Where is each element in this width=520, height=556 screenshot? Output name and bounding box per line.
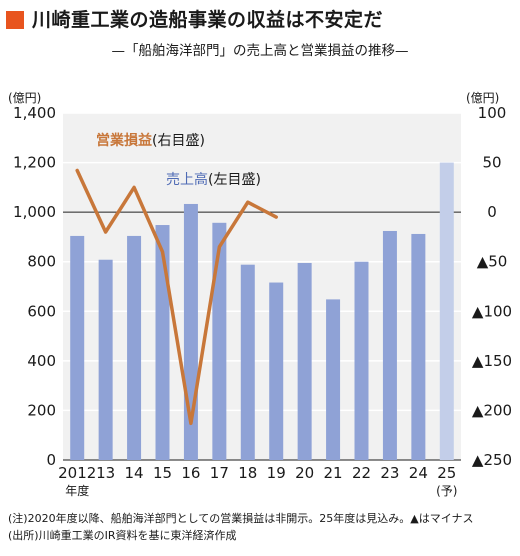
bar-19 (269, 282, 284, 460)
bar-24 (411, 233, 426, 460)
left-axis-unit: (億円) (8, 91, 41, 105)
left-tick-label: 400 (27, 352, 56, 370)
x-tick-label: 20 (295, 464, 314, 482)
legend-profit: 営業損益(右目盛) (96, 132, 205, 149)
chart-subtitle: —「船舶海洋部門」の売上高と営業損益の推移— (111, 43, 409, 59)
right-tick-label: ▲250 (472, 451, 512, 469)
right-tick-label: 0 (487, 203, 497, 221)
right-axis-unit: (億円) (466, 91, 499, 105)
left-tick-label: 0 (46, 451, 56, 469)
left-tick-label: 1,200 (13, 154, 56, 172)
x-tick-label: 16 (181, 464, 200, 482)
left-tick-label: 200 (27, 401, 56, 419)
right-tick-label: ▲150 (472, 352, 512, 370)
right-tick-label: ▲50 (477, 253, 508, 271)
legend-profit-axis: (右目盛) (152, 133, 205, 149)
left-tick-label: 600 (27, 302, 56, 320)
bar-13 (98, 259, 113, 460)
legend-sales-name: 売上高 (166, 171, 208, 188)
bar-14 (127, 235, 142, 460)
left-tick-label: 1,400 (13, 104, 56, 122)
legend-sales-axis: (左目盛) (208, 172, 261, 188)
profit-line (75, 168, 278, 426)
right-tick-label: 50 (482, 154, 501, 172)
right-tick-label: ▲200 (472, 401, 512, 419)
x-tick-label: 15 (153, 464, 172, 482)
x-tick-sublabel: 年度 (65, 483, 89, 498)
x-tick-label: 22 (352, 464, 371, 482)
x-tick-label: 18 (238, 464, 257, 482)
x-tick-label: 21 (324, 464, 343, 482)
bar-21 (326, 299, 341, 460)
plot-background (63, 113, 461, 460)
bar-15 (155, 225, 170, 460)
bar-20 (297, 262, 312, 460)
title-marker (6, 11, 24, 29)
x-tick-label: 2012 (58, 464, 96, 482)
x-tick-label: 17 (210, 464, 229, 482)
left-tick-label: 1,000 (13, 203, 56, 221)
legend-profit-name: 営業損益 (96, 132, 152, 149)
chart-area: 0 200 400 600 800 1,000 1,200 1,400 100 50 0 ▲50 ▲1… (8, 91, 512, 498)
x-tick-label: 23 (380, 464, 399, 482)
footnotes: (注)2020年度以降、船舶海洋部門としての営業損益は非開示。25年度は見込み。… (8, 510, 518, 544)
bar-18 (240, 264, 255, 460)
note-text: (注)2020年度以降、船舶海洋部門としての営業損益は非開示。25年度は見込み。… (8, 512, 474, 525)
legend-sales: 売上高(左目盛) (166, 171, 261, 188)
right-axis-ticks: 100 50 0 ▲50 ▲100 ▲150 ▲200 ▲250 (472, 104, 512, 469)
bar-22 (354, 261, 369, 460)
bar-2012 (70, 235, 85, 460)
x-tick-label: 25 (437, 464, 456, 482)
x-tick-label: 19 (267, 464, 286, 482)
bar-17 (212, 222, 227, 460)
x-tick-label: 24 (409, 464, 428, 482)
x-tick-label: 13 (96, 464, 115, 482)
left-tick-label: 800 (27, 253, 56, 271)
chart-title: 川崎重工業の造船事業の収益は不安定だ (32, 9, 384, 31)
left-axis-ticks: 0 200 400 600 800 1,000 1,200 1,400 (13, 104, 56, 469)
x-tick-label: 14 (125, 464, 144, 482)
source-text: (出所)川崎重工業のIR資料を基に東洋経済作成 (8, 529, 237, 542)
bar-23 (382, 230, 397, 460)
right-tick-label: 100 (478, 104, 507, 122)
bar-25 (439, 162, 454, 461)
right-tick-label: ▲100 (472, 302, 512, 320)
x-tick-sublabel: (予) (436, 484, 457, 498)
